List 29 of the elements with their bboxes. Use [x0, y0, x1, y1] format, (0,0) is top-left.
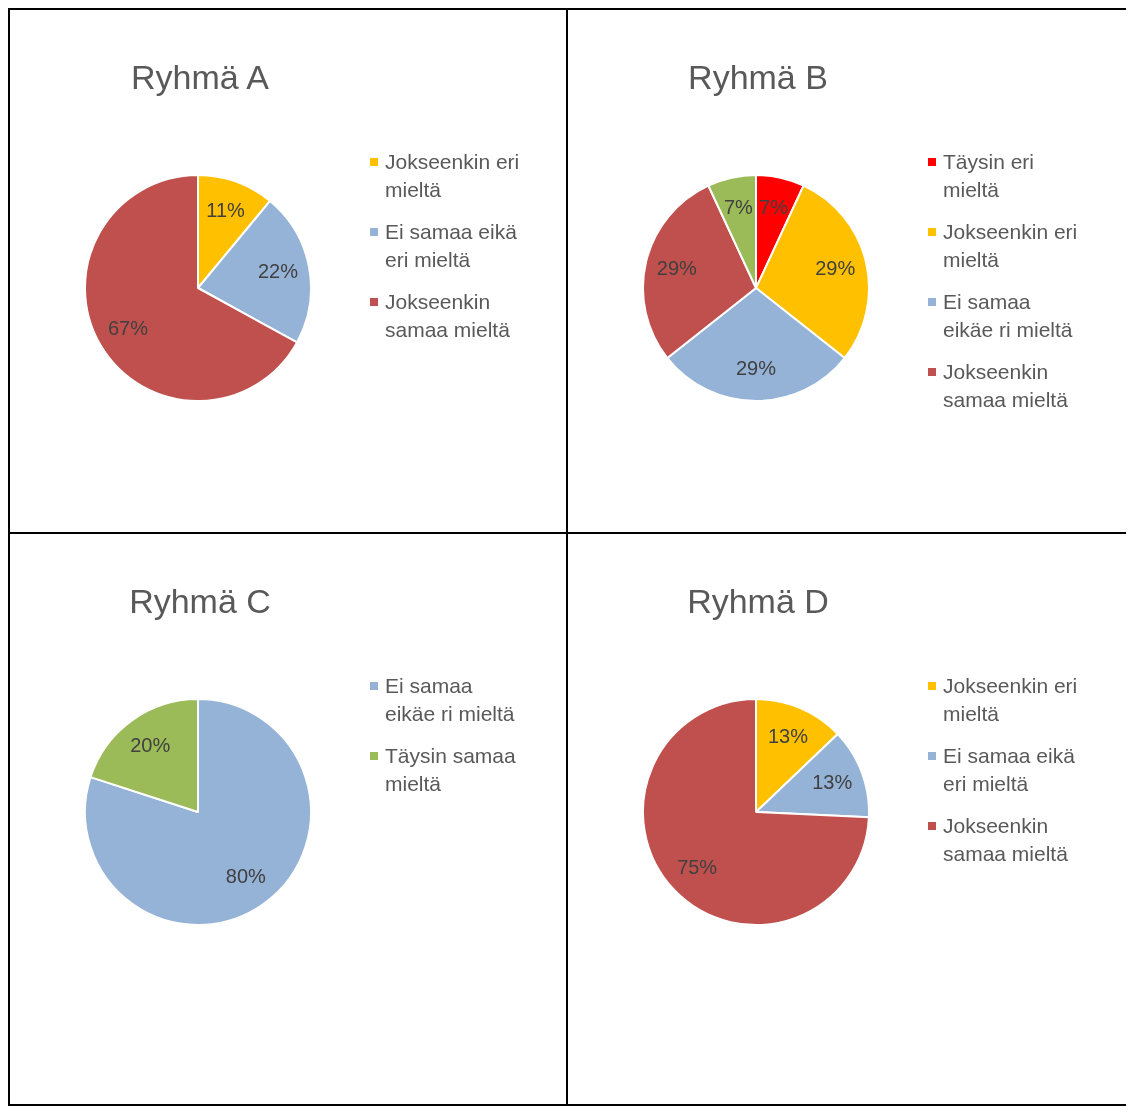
legend-label: Jokseenkin samaa mieltä [385, 289, 511, 343]
data-label: 80% [225, 865, 267, 888]
data-label: 13% [767, 724, 809, 747]
legend-label: Jokseenkin samaa mieltä [943, 813, 1069, 867]
data-label: 22% [257, 260, 299, 283]
data-label: 29% [815, 256, 856, 279]
legend-label: Täysin samaa mieltä [385, 743, 517, 797]
chart-title: Ryhmä A [130, 58, 270, 97]
data-label: 7% [759, 196, 789, 219]
legend-label: Ei samaa eikä eri mieltä [943, 743, 1076, 797]
data-label: 29% [656, 256, 698, 279]
data-label: 67% [107, 316, 149, 339]
data-label: 29% [735, 356, 777, 379]
data-label: 20% [130, 733, 171, 756]
data-label: 11% [206, 198, 246, 221]
chart-title: Ryhmä D [686, 582, 830, 621]
legend-label: Jokseenkin eri mieltä [943, 219, 1079, 273]
legend-label: Täysin eri mieltä [943, 149, 1036, 203]
legend-label: Ei samaa eikäe ri mieltä [943, 289, 1074, 343]
chart-title: Ryhmä C [128, 582, 272, 621]
data-label: 7% [723, 196, 754, 219]
legend-label: Jokseenkin eri mieltä [385, 149, 521, 203]
legend-label: Ei samaa eikä eri mieltä [385, 219, 518, 273]
legend-label: Jokseenkin samaa mieltä [943, 359, 1069, 413]
data-label: 13% [812, 771, 853, 794]
chart-title: Ryhmä B [687, 58, 829, 97]
legend-label: Jokseenkin eri mieltä [943, 673, 1079, 727]
data-label: 75% [677, 855, 718, 878]
legend-label: Ei samaa eikäe ri mieltä [385, 673, 516, 727]
